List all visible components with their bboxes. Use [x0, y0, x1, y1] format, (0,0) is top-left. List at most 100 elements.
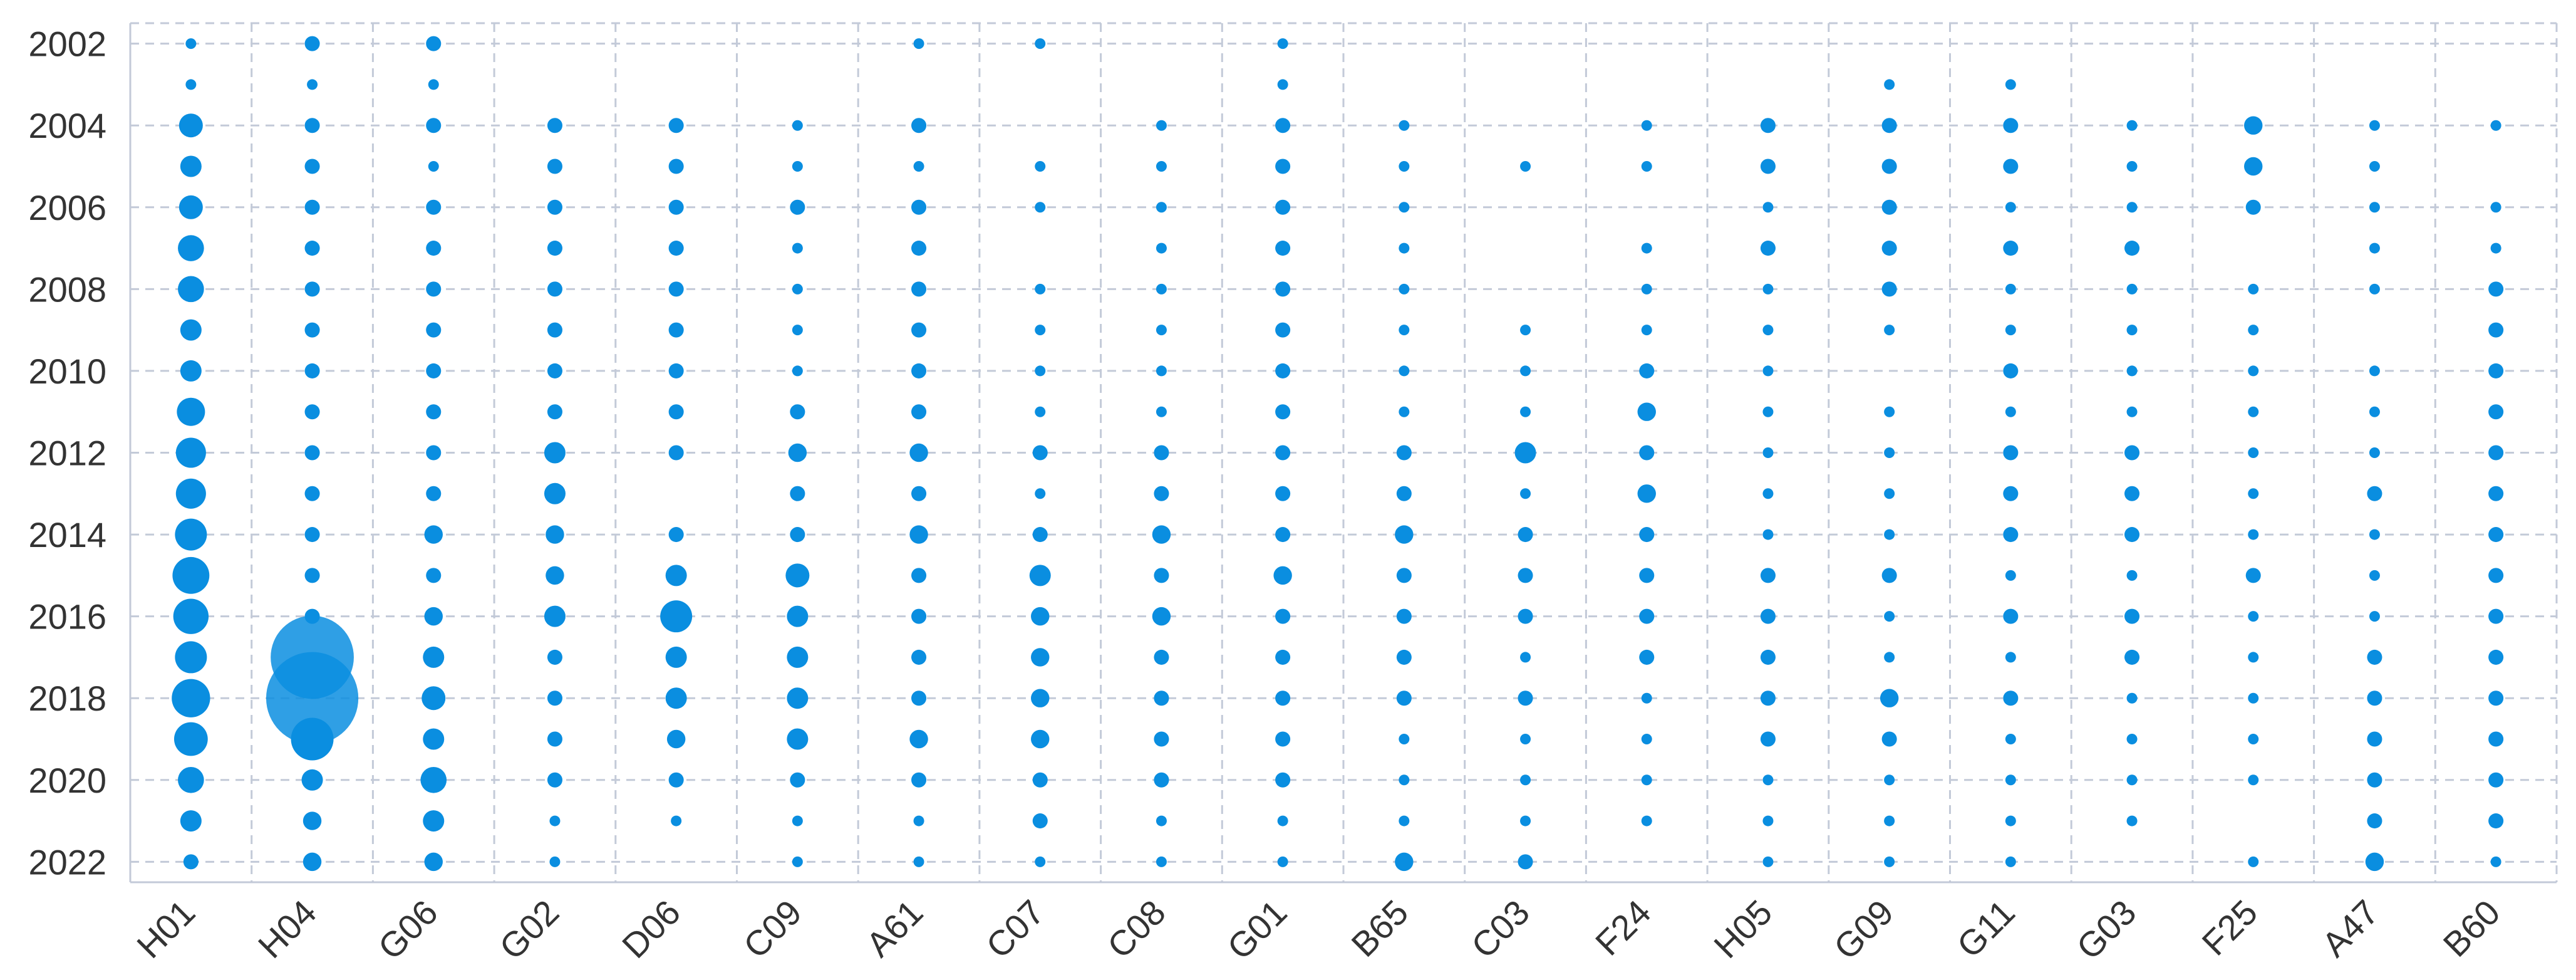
bubble-C07-2009	[1035, 325, 1046, 336]
bubble-H05-2012	[1762, 447, 1774, 458]
bubble-G02-2014	[546, 525, 564, 544]
x-tick-label: C07	[978, 892, 1052, 966]
bubble-C09-2008	[792, 283, 803, 295]
bubble-G11-2015	[2005, 570, 2016, 581]
bubble-A47-2022	[2365, 852, 2384, 872]
bubble-A47-2004	[2369, 120, 2380, 131]
bubble-G02-2006	[547, 199, 562, 215]
bubble-G02-2018	[547, 691, 562, 706]
bubble-G03-2015	[2126, 570, 2138, 581]
bubble-H05-2007	[1760, 241, 1776, 256]
bubble-F24-2020	[1641, 774, 1652, 786]
bubble-C03-2011	[1520, 406, 1531, 417]
bubble-B65-2012	[1396, 445, 1412, 461]
bubble-H01-2004	[178, 113, 203, 138]
bubble-G09-2018	[1880, 689, 1899, 707]
bubble-D06-2011	[668, 404, 684, 420]
bubble-H04-2012	[304, 445, 320, 461]
bubble-A61-2021	[913, 815, 924, 826]
x-tick-label: B60	[2436, 892, 2508, 964]
bubble-C09-2007	[792, 242, 803, 254]
bubble-G03-2020	[2126, 774, 2138, 786]
bubble-G02-2021	[549, 815, 561, 826]
bubble-G06-2009	[426, 322, 442, 338]
bubble-C07-2019	[1031, 729, 1050, 749]
bubble-H01-2010	[180, 360, 202, 382]
y-tick-label: 2012	[28, 434, 106, 473]
bubble-B65-2013	[1396, 486, 1412, 501]
bubble-G09-2016	[1884, 611, 1895, 622]
x-tick-label: G09	[1826, 892, 1901, 967]
bubble-G11-2021	[2005, 815, 2016, 826]
bubble-H05-2009	[1762, 325, 1774, 336]
y-tick-label: 2006	[28, 188, 106, 227]
bubble-G09-2008	[1881, 281, 1897, 297]
bubble-C08-2021	[1156, 815, 1167, 826]
bubble-C03-2015	[1518, 568, 1533, 583]
bubble-C03-2005	[1520, 161, 1531, 172]
bubble-H01-2007	[178, 235, 204, 261]
bubble-G02-2005	[547, 159, 562, 174]
bubble-A61-2002	[913, 38, 924, 50]
bubble-A61-2012	[909, 443, 928, 462]
bubble-G01-2003	[1277, 79, 1288, 90]
bubble-A47-2017	[2367, 649, 2382, 665]
bubble-H05-2021	[1762, 815, 1774, 826]
bubble-G03-2018	[2126, 692, 2138, 704]
bubble-C09-2014	[790, 527, 805, 543]
bubble-G01-2016	[1275, 608, 1291, 624]
bubble-C09-2016	[787, 605, 809, 627]
bubble-C03-2013	[1520, 488, 1531, 499]
bubble-C07-2017	[1031, 648, 1050, 667]
bubble-G06-2016	[424, 607, 443, 626]
bubble-D06-2017	[665, 646, 687, 668]
bubble-B65-2006	[1399, 202, 1410, 213]
bubble-C09-2020	[790, 772, 805, 788]
y-tick-label: 2020	[28, 761, 106, 800]
bubble-G11-2007	[2003, 241, 2019, 256]
bubble-G02-2015	[546, 566, 564, 585]
y-tick-label: 2002	[28, 24, 106, 64]
bubble-D06-2016	[660, 600, 693, 633]
bubble-C07-2021	[1032, 813, 1048, 829]
bubble-F24-2012	[1639, 445, 1655, 461]
bubble-A47-2011	[2369, 406, 2380, 417]
bubble-C08-2018	[1154, 691, 1169, 706]
bubble-H04-2002	[304, 36, 320, 51]
bubble-G09-2004	[1881, 118, 1897, 133]
bubble-B60-2011	[2488, 404, 2504, 420]
bubble-G03-2021	[2126, 815, 2138, 826]
x-tick-label: G03	[2069, 892, 2143, 967]
bubble-G03-2014	[2124, 527, 2140, 543]
bubble-H01-2009	[180, 319, 202, 341]
bubble-F25-2013	[2248, 488, 2259, 499]
bubble-H01-2017	[175, 641, 207, 674]
x-tick-label: H04	[251, 892, 324, 966]
bubble-G01-2019	[1275, 731, 1291, 747]
bubble-C03-2022	[1518, 854, 1533, 870]
bubble-G02-2017	[547, 649, 562, 665]
bubble-G06-2012	[426, 445, 442, 461]
bubble-F25-2019	[2248, 734, 2259, 744]
bubble-B65-2021	[1399, 815, 1410, 826]
y-tick-label: 2010	[28, 352, 106, 391]
bubble-B65-2014	[1395, 525, 1414, 544]
bubble-C08-2009	[1156, 325, 1167, 336]
x-tick-label: C09	[736, 892, 809, 966]
bubble-G01-2018	[1275, 691, 1291, 706]
bubble-G09-2007	[1881, 241, 1897, 256]
bubble-G11-2010	[2003, 363, 2019, 378]
bubble-G06-2007	[426, 241, 442, 256]
bubble-H04-2019	[291, 717, 334, 761]
bubble-H05-2015	[1760, 568, 1776, 583]
bubble-A61-2009	[911, 322, 927, 338]
bubble-G09-2005	[1881, 159, 1897, 174]
bubble-B60-2007	[2490, 242, 2501, 254]
bubble-F25-2005	[2244, 157, 2263, 176]
bubble-C09-2004	[792, 120, 803, 131]
bubble-H01-2005	[180, 155, 202, 177]
bubble-H01-2013	[175, 478, 206, 509]
bubble-G06-2013	[426, 486, 442, 501]
bubble-C08-2016	[1152, 607, 1171, 626]
bubble-H01-2002	[185, 38, 197, 50]
